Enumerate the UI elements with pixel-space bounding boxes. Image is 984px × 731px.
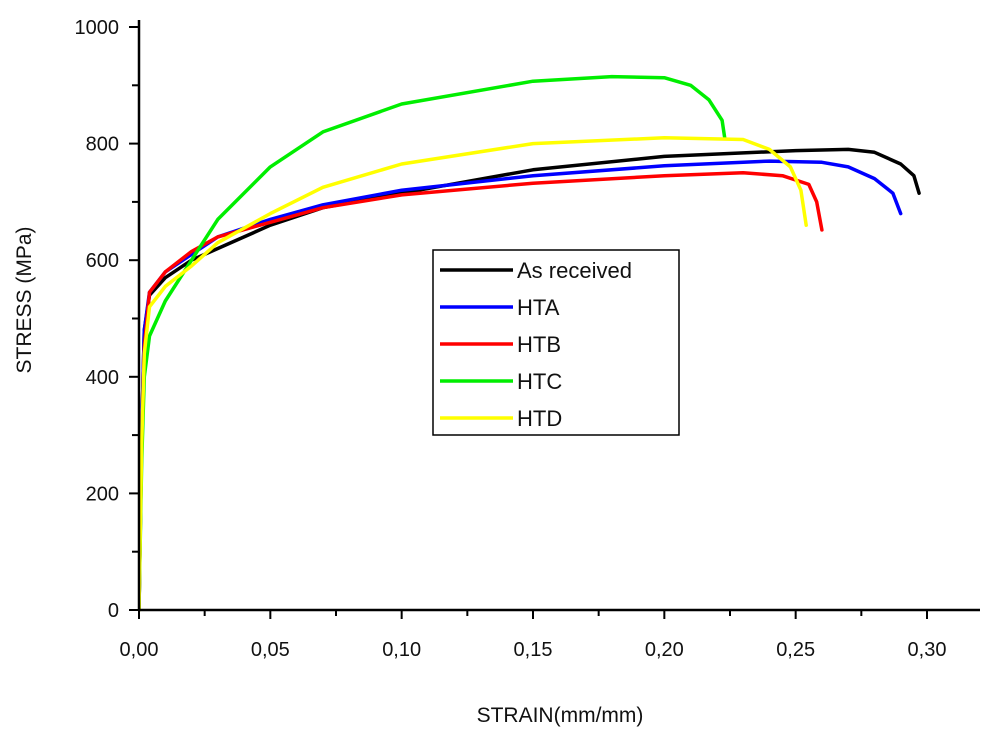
series-line-htc [139, 74, 727, 612]
legend-label: HTC [517, 369, 562, 394]
x-tick-label: 0,25 [776, 639, 815, 661]
legend: As received HTA HTB HTC HTD [432, 249, 680, 436]
y-tick-label: 800 [86, 134, 119, 156]
x-tick-label: 0,20 [645, 639, 684, 661]
legend-label: HTB [517, 332, 561, 357]
series-line-htd [139, 136, 808, 612]
y-tick-label: 600 [86, 250, 119, 272]
legend-label: HTD [517, 406, 562, 431]
legend-label: As received [517, 258, 632, 283]
legend-label: HTA [517, 295, 560, 320]
y-tick-label: 200 [86, 483, 119, 505]
x-tick-label: 0,10 [382, 639, 421, 661]
y-tick-label: 1000 [75, 17, 120, 39]
y-tick-label: 0 [108, 600, 119, 622]
x-axis-title: STRAIN(mm/mm) [477, 704, 644, 727]
y-axis-title: STRESS (MPa) [13, 226, 36, 373]
series-layer [139, 74, 921, 612]
y-ticks: 0 200 400 600 800 1000 [75, 17, 139, 622]
x-ticks: 0,00 0,05 0,10 0,15 0,20 0,25 0,30 [120, 610, 947, 661]
x-tick-label: 0,15 [514, 639, 553, 661]
x-tick-label: 0,00 [120, 639, 159, 661]
y-tick-label: 400 [86, 367, 119, 389]
x-tick-label: 0,30 [908, 639, 947, 661]
x-tick-label: 0,05 [251, 639, 290, 661]
